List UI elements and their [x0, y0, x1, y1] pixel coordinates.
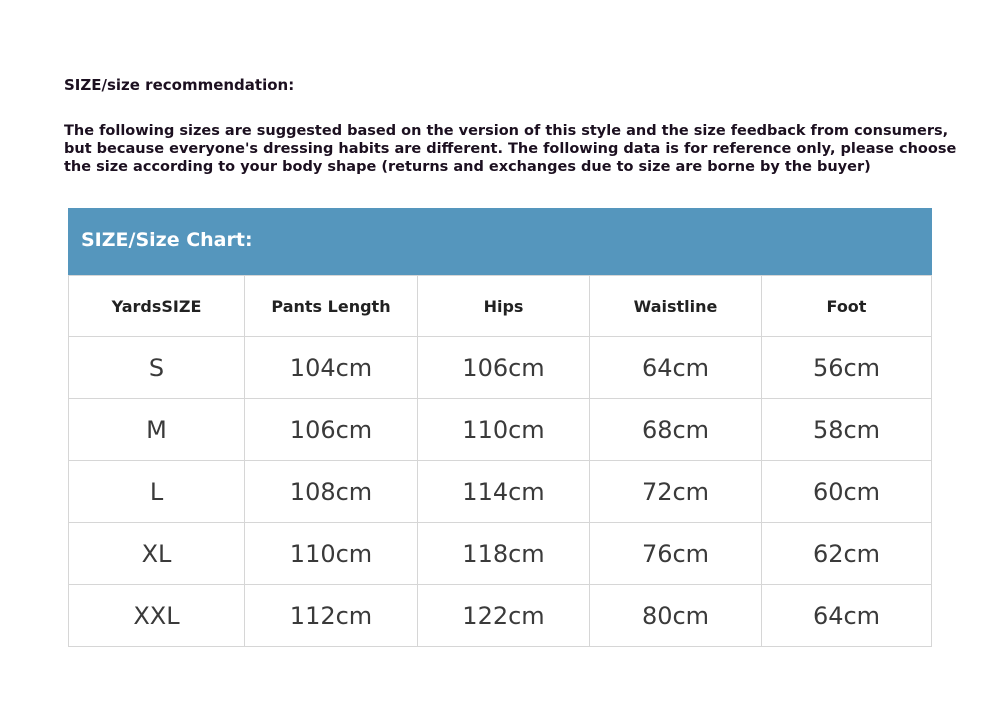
- table-cell: 110cm: [244, 522, 418, 585]
- column-header: YardsSIZE: [68, 275, 245, 337]
- size-chart-banner: SIZE/Size Chart:: [68, 208, 932, 275]
- table-row: L 108cm 114cm 72cm 60cm: [68, 460, 932, 523]
- table-cell: S: [68, 336, 245, 399]
- table-cell: XXL: [68, 584, 245, 647]
- table-row: XXL 112cm 122cm 80cm 64cm: [68, 584, 932, 647]
- table-cell: 118cm: [417, 522, 590, 585]
- column-header: Pants Length: [244, 275, 418, 337]
- table-cell: 56cm: [761, 336, 932, 399]
- column-header: Waistline: [589, 275, 762, 337]
- page-title: SIZE/size recommendation:: [64, 76, 295, 94]
- table-cell: 64cm: [761, 584, 932, 647]
- table-cell: 122cm: [417, 584, 590, 647]
- table-cell: 62cm: [761, 522, 932, 585]
- table-cell: M: [68, 398, 245, 461]
- table-cell: 104cm: [244, 336, 418, 399]
- table-cell: 76cm: [589, 522, 762, 585]
- table-cell: L: [68, 460, 245, 523]
- table-cell: 68cm: [589, 398, 762, 461]
- column-header: Hips: [417, 275, 590, 337]
- size-table: YardsSIZE Pants Length Hips Waistline Foot S 1…: [68, 275, 932, 647]
- table-cell: 106cm: [417, 336, 590, 399]
- table-row: XL 110cm 118cm 76cm 62cm: [68, 522, 932, 585]
- table-cell: 80cm: [589, 584, 762, 647]
- table-cell: 110cm: [417, 398, 590, 461]
- table-cell: 106cm: [244, 398, 418, 461]
- table-cell: 114cm: [417, 460, 590, 523]
- table-cell: 64cm: [589, 336, 762, 399]
- table-cell: XL: [68, 522, 245, 585]
- table-cell: 72cm: [589, 460, 762, 523]
- table-cell: 58cm: [761, 398, 932, 461]
- table-header-row: YardsSIZE Pants Length Hips Waistline Foot: [68, 275, 932, 337]
- table-cell: 60cm: [761, 460, 932, 523]
- table-cell: 108cm: [244, 460, 418, 523]
- table-row: S 104cm 106cm 64cm 56cm: [68, 336, 932, 399]
- column-header: Foot: [761, 275, 932, 337]
- size-description: The following sizes are suggested based …: [64, 123, 957, 175]
- table-row: M 106cm 110cm 68cm 58cm: [68, 398, 932, 461]
- table-cell: 112cm: [244, 584, 418, 647]
